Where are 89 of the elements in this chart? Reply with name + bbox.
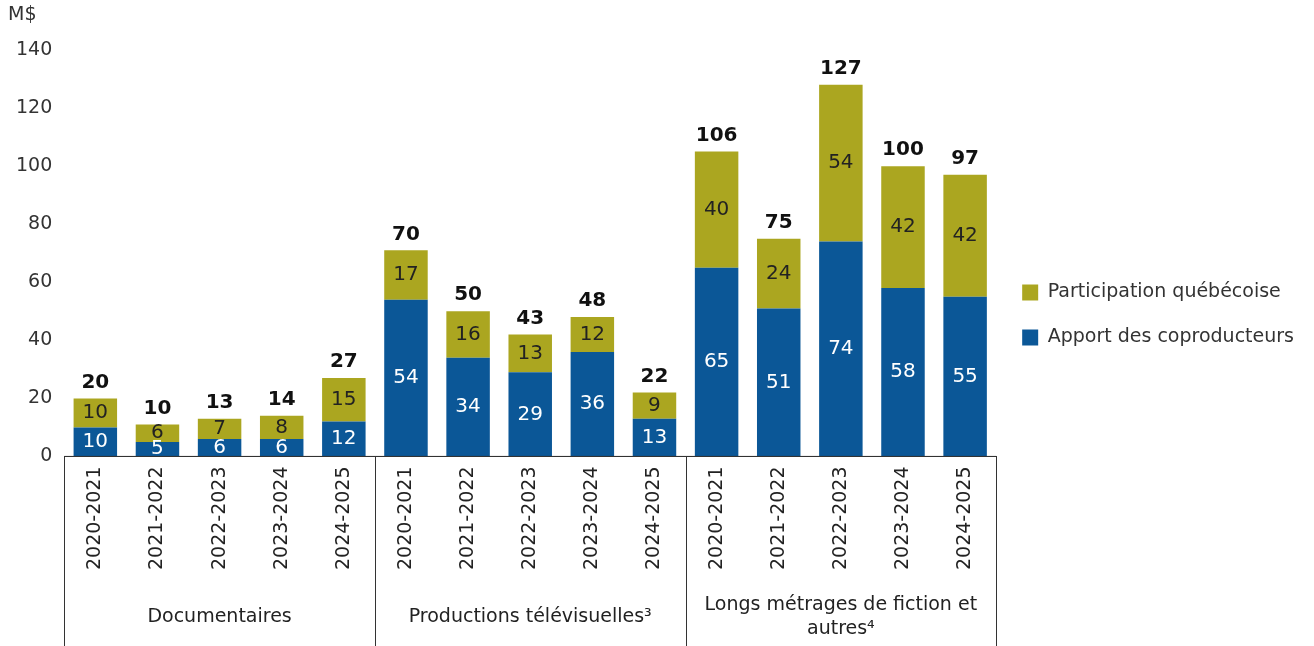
x-tick-label: 2020-2021 — [703, 466, 726, 571]
x-tick-label: 2023-2024 — [579, 466, 602, 571]
x-tick-label: 2024-2025 — [641, 466, 664, 571]
bar — [756, 308, 801, 457]
bar — [756, 238, 801, 309]
x-tick-label: 2022-2023 — [206, 466, 229, 571]
data-label: 10 — [82, 399, 109, 424]
bar — [943, 296, 987, 457]
total-label: 13 — [205, 388, 234, 413]
data-label: 55 — [952, 362, 978, 387]
total-label: 20 — [81, 368, 110, 393]
y-tick-label: 80 — [28, 211, 53, 234]
total-label: 106 — [695, 121, 738, 146]
total-label: 50 — [454, 281, 483, 306]
data-label: 13 — [517, 339, 543, 364]
bar — [694, 151, 739, 268]
y-tick-label: 20 — [28, 385, 53, 408]
data-label: 42 — [890, 213, 916, 238]
bar — [881, 288, 925, 457]
data-label: 9 — [648, 391, 661, 416]
bar — [819, 84, 863, 242]
data-label: 12 — [331, 425, 357, 450]
y-tick-label: 140 — [16, 36, 53, 59]
total-label: 22 — [640, 362, 669, 387]
data-label: 24 — [766, 259, 792, 284]
y-tick-label: 40 — [28, 327, 53, 350]
bar — [446, 311, 490, 358]
x-tick-label: 2020-2021 — [82, 466, 105, 571]
data-label: 51 — [766, 368, 792, 393]
data-label: 17 — [393, 261, 419, 286]
total-label: 100 — [882, 136, 924, 161]
y-tick-label: 0 — [40, 443, 53, 466]
x-tick-label: 2024-2025 — [952, 466, 975, 571]
data-label: 13 — [641, 423, 668, 448]
data-label: 54 — [393, 364, 419, 389]
bar — [384, 250, 428, 300]
text: Longs métrages de fiction et autres⁴ — [704, 592, 978, 639]
text: Productions télévisuelles³ — [408, 604, 652, 627]
total-label: 14 — [267, 386, 296, 410]
x-tick-label: 2023-2024 — [268, 466, 291, 571]
y-tick-label: 120 — [16, 95, 53, 117]
data-label: 15 — [331, 386, 357, 411]
data-label: 40 — [703, 195, 730, 220]
total-label: 10 — [143, 394, 172, 419]
x-tick-label: 2021-2022 — [455, 466, 478, 571]
data-label: 16 — [455, 320, 481, 345]
text: Documentaires — [147, 604, 292, 627]
bar — [446, 357, 490, 457]
y-axis-title: M$ — [8, 2, 37, 25]
bar — [570, 351, 615, 457]
data-label: 12 — [579, 320, 606, 345]
bar — [570, 317, 615, 352]
x-tick-label: 2021-2022 — [765, 466, 788, 571]
data-label: 54 — [828, 149, 854, 174]
y-tick-label: 60 — [28, 269, 53, 292]
data-label: 36 — [579, 390, 606, 415]
total-label: 70 — [392, 220, 420, 245]
data-label: 58 — [890, 358, 916, 383]
data-label: 65 — [703, 348, 730, 373]
bar — [632, 392, 677, 419]
data-label: 42 — [952, 222, 978, 246]
data-label: 29 — [517, 400, 543, 425]
bar — [881, 166, 925, 289]
total-label: 27 — [329, 348, 358, 373]
data-label: 34 — [455, 393, 481, 418]
total-label: 43 — [516, 304, 545, 329]
x-tick-label: 2024-2025 — [330, 466, 353, 571]
y-tick-label: 100 — [16, 153, 53, 176]
bar — [508, 372, 552, 457]
total-label: 127 — [819, 55, 862, 80]
bar — [943, 174, 987, 297]
x-tick-label: 2022-2023 — [827, 466, 850, 571]
bar — [508, 334, 552, 373]
legend-label: Apport des coproducteurs — [1047, 324, 1295, 347]
bar — [819, 241, 863, 457]
bar — [197, 418, 242, 440]
x-tick-label: 2021-2022 — [144, 466, 167, 571]
x-tick-label: 2020-2021 — [392, 466, 415, 571]
total-label: 75 — [764, 208, 793, 233]
data-label: 10 — [82, 428, 109, 453]
bar — [694, 267, 739, 457]
x-tick-label: 2022-2023 — [517, 466, 540, 571]
x-tick-label: 2023-2024 — [889, 466, 912, 571]
data-label: 74 — [828, 335, 854, 360]
total-label: 97 — [951, 145, 980, 170]
bar — [322, 378, 366, 422]
total-label: 48 — [578, 287, 607, 312]
legend-label: Participation québécoise — [1047, 279, 1281, 302]
bar — [384, 299, 428, 457]
